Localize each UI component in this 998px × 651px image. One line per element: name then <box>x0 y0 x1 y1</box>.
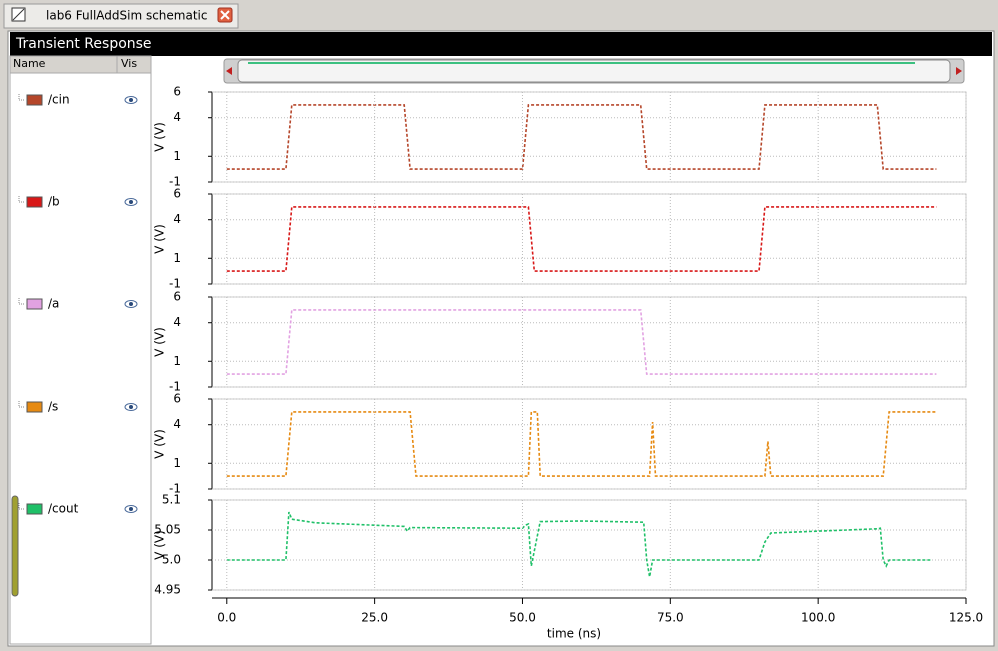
y-axis-label: V (V) <box>153 429 167 459</box>
x-tick-label: 0.0 <box>217 611 236 625</box>
tree-connector <box>18 298 24 305</box>
tree-connector <box>18 196 24 203</box>
tree-connector <box>18 94 24 101</box>
y-tick-label: 5.0 <box>162 553 181 567</box>
tab-title: lab6 FullAddSim schematic <box>46 9 207 23</box>
y-axis-label: V (V) <box>153 327 167 357</box>
signal-trace <box>226 511 931 577</box>
legend-label[interactable]: /b <box>48 195 60 209</box>
tab-close-x <box>220 10 230 20</box>
visibility-pupil <box>129 405 133 409</box>
x-tick-label: 125.0 <box>949 611 983 625</box>
y-tick-label: -1 <box>169 277 181 291</box>
visibility-pupil <box>129 98 133 102</box>
y-tick-label: 5.05 <box>154 523 181 537</box>
signal-list <box>9 55 152 645</box>
y-tick-label: -1 <box>169 175 181 189</box>
legend-label[interactable]: /cin <box>48 93 70 107</box>
list-scrollbar[interactable] <box>11 495 19 597</box>
y-tick-label: 6 <box>173 85 181 99</box>
y-tick-label: 4 <box>173 110 181 124</box>
visibility-pupil <box>129 507 133 511</box>
x-tick-label: 100.0 <box>801 611 835 625</box>
tab-icon-line <box>12 8 25 21</box>
legend-swatch <box>26 401 43 413</box>
legend-label[interactable]: /s <box>48 400 58 414</box>
panel <box>211 193 967 285</box>
legend-label[interactable]: /a <box>48 297 59 311</box>
column-header: Name <box>13 57 46 70</box>
y-axis-label: V (V) <box>153 122 167 152</box>
y-tick-label: -1 <box>169 380 181 394</box>
legend-swatch <box>26 94 43 106</box>
y-axis-label: V (V) <box>153 224 167 254</box>
list-header <box>9 55 152 74</box>
y-tick-label: 1 <box>173 251 181 265</box>
y-tick-label: 1 <box>173 456 181 470</box>
visibility-pupil <box>129 302 133 306</box>
y-axis-label: V (V) <box>153 530 167 560</box>
window-title: Transient Response <box>15 36 152 52</box>
legend-swatch <box>26 503 43 515</box>
y-tick-label: 5.1 <box>162 493 181 507</box>
y-tick-label: 1 <box>173 354 181 368</box>
signal-trace <box>226 309 937 375</box>
signal-trace <box>226 206 937 272</box>
tree-connector <box>18 503 24 510</box>
legend-swatch <box>26 196 43 208</box>
panel <box>211 499 967 591</box>
x-tick-label: 75.0 <box>657 611 684 625</box>
scroll-thumb[interactable] <box>237 59 951 83</box>
panel <box>211 296 967 388</box>
x-axis-label: time (ns) <box>547 627 601 641</box>
y-tick-label: 6 <box>173 392 181 406</box>
y-tick-label: -1 <box>169 482 181 496</box>
legend-label[interactable]: /cout <box>48 502 79 516</box>
y-tick-label: 4.95 <box>154 583 181 597</box>
column-header: Vis <box>121 57 137 70</box>
y-tick-label: 6 <box>173 187 181 201</box>
panel <box>211 398 967 490</box>
y-tick-label: 4 <box>173 315 181 329</box>
title-bar <box>10 32 992 56</box>
y-tick-label: 4 <box>173 417 181 431</box>
tab[interactable] <box>3 3 239 29</box>
signal-trace <box>226 411 937 477</box>
y-tick-label: 6 <box>173 290 181 304</box>
legend-swatch <box>26 298 43 310</box>
y-tick-label: 1 <box>173 149 181 163</box>
visibility-pupil <box>129 200 133 204</box>
signal-trace <box>226 104 937 170</box>
y-tick-label: 4 <box>173 212 181 226</box>
x-tick-label: 50.0 <box>509 611 536 625</box>
x-tick-label: 25.0 <box>361 611 388 625</box>
tree-connector <box>18 401 24 408</box>
